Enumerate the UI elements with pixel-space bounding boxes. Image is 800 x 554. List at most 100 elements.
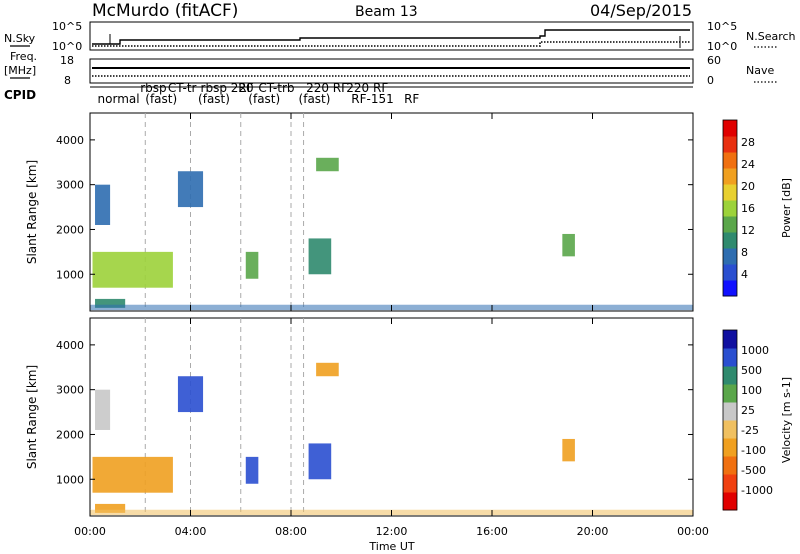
velocity-panel-colorbar-frame [722, 329, 738, 511]
velocity-panel-echo-patch-0 [92, 456, 173, 493]
power-panel-colorbar-cell-4 [723, 216, 737, 233]
cpid-label-5: RF [238, 81, 253, 95]
time-tick-label-6: 00:00 [677, 525, 709, 538]
noise-search-line [92, 41, 690, 47]
velocity-panel-echo-patch-1 [95, 503, 126, 513]
power-panel-colorbar-tick-1: 8 [741, 246, 748, 259]
cpid-label-2: CT-tr [168, 81, 197, 95]
velocity-panel-colorbar-cell-4 [723, 420, 737, 439]
time-axis-label: Time UT [368, 540, 414, 553]
velocity-panel-colorbar-cell-6 [723, 384, 737, 403]
noise-tick-left-top: 10^5 [52, 20, 82, 33]
velocity-panel-colorbar: 1000 500 100 25 -25 -100 -500 -1000 Velocity [m … [722, 329, 793, 511]
power-panel-colorbar-cell-7 [723, 168, 737, 185]
power-panel-colorbar-cell-5 [723, 200, 737, 217]
power-panel-ytick-label-3: 4000 [56, 134, 84, 147]
velocity-panel-colorbar-tick-0: 1000 [741, 344, 769, 357]
power-panel-ylabel: Slant Range [km] [25, 160, 39, 264]
cpid-label-8: (fast) [248, 92, 280, 106]
time-tick-label-0: 00:00 [74, 525, 106, 538]
cpid-label-11: (fast) [299, 92, 331, 106]
power-panel-colorbar-cell-2 [723, 248, 737, 265]
power-panel-ytick-label-0: 1000 [56, 268, 84, 281]
time-tick-label-5: 20:00 [577, 525, 609, 538]
power-panel-colorbar-label: Power [dB] [780, 178, 793, 238]
power-panel-colorbar-tick-3: 16 [741, 202, 755, 215]
velocity-panel-colorbar-cell-3 [723, 438, 737, 457]
freq-label-1: Freq. [10, 50, 37, 63]
beam-title: Beam 13 [355, 4, 418, 20]
power-panel-frame [89, 112, 694, 312]
power-panel-echo-patch-4 [245, 251, 259, 279]
power-panel-echo-patch-3 [177, 171, 204, 208]
velocity-panel-echo-patch-2 [95, 389, 111, 430]
power-panel: 1000 2000 3000 4000 Slant Range [km] [25, 112, 694, 312]
power-panel-colorbar-tick-0: 4 [741, 268, 748, 281]
velocity-panel-colorbar-cell-9 [723, 330, 737, 349]
velocity-panel-colorbar-cell-8 [723, 348, 737, 367]
data-panels: 1000 2000 3000 4000 Slant Range [km] 1000 2000… [25, 112, 694, 517]
velocity-panel-echo-patch-5 [308, 443, 332, 480]
velocity-panel-colorbar-cell-5 [723, 402, 737, 421]
velocity-panel-ytick-label-1: 2000 [56, 428, 84, 441]
velocity-panel-ylabel: Slant Range [km] [25, 365, 39, 469]
freq-label-2: [MHz] [4, 64, 36, 77]
noise-panel-frame [89, 21, 694, 51]
power-panel-colorbar-tick-5: 24 [741, 158, 755, 171]
nsearch-label: N.Search [746, 30, 796, 43]
power-panel-echo-patch-5 [308, 238, 332, 275]
velocity-panel-colorbar-tick-6: -500 [741, 464, 766, 477]
velocity-panel-colorbar-label: Velocity [m s-1] [780, 377, 793, 463]
power-panel-colorbar-tick-4: 20 [741, 180, 755, 193]
power-panel-echo-patch-0 [92, 251, 173, 288]
power-panel-echo-patch-7 [562, 233, 575, 257]
velocity-panel-colorbar-tick-1: 500 [741, 364, 762, 377]
cpid-label-9: 220 RF [306, 81, 348, 95]
freq-panel: 18 8 60 0 [60, 54, 721, 87]
power-panel-colorbar-cell-8 [723, 152, 737, 169]
power-panel-colorbar-tick-6: 28 [741, 136, 755, 149]
cpid-label-13: RF [404, 92, 419, 106]
velocity-panel-echo-patch-7 [562, 438, 575, 462]
noise-tick-left-bottom: 10^0 [52, 40, 82, 53]
time-tick-label-4: 16:00 [476, 525, 508, 538]
power-panel-colorbar-cell-0 [723, 280, 737, 297]
power-panel-echo-patch-1 [95, 298, 126, 308]
velocity-panel-ytick-label-2: 3000 [56, 384, 84, 397]
time-tick-label-2: 08:00 [275, 525, 307, 538]
nsky-label: N.Sky [4, 32, 36, 45]
freq-panel-frame [89, 58, 694, 84]
freq-tick-left-top: 18 [60, 54, 74, 67]
velocity-panel-colorbar-cell-1 [723, 474, 737, 493]
noise-tick-right-top: 10^5 [707, 20, 737, 33]
velocity-panel-colorbar-tick-7: -1000 [741, 484, 773, 497]
velocity-panel-echo-patch-4 [245, 456, 259, 484]
noise-panel: 10^5 10^0 10^5 10^0 [52, 20, 737, 53]
velocity-panel-echo-patch-6 [316, 362, 339, 377]
noise-tick-right-bottom: 10^0 [707, 40, 737, 53]
station-title: McMurdo (fitACF) [92, 1, 238, 21]
power-panel-colorbar: 4 8 12 16 20 24 28 Power [dB] [722, 119, 793, 297]
power-panel-ytick-label-2: 3000 [56, 179, 84, 192]
cpid-label-0: normal [98, 92, 140, 106]
velocity-panel-colorbar-tick-5: -100 [741, 444, 766, 457]
velocity-panel-colorbar-cell-0 [723, 492, 737, 511]
freq-tick-right-bottom: 0 [707, 74, 714, 87]
power-panel-colorbar-cell-3 [723, 232, 737, 249]
velocity-panel-frame [89, 317, 694, 517]
cpid-label-7: (fast) [198, 92, 230, 106]
velocity-panel-colorbar-cell-2 [723, 456, 737, 475]
power-panel-colorbar-cell-1 [723, 264, 737, 281]
power-panel-echo-patch-2 [95, 184, 111, 225]
velocity-panel-colorbar-tick-2: 100 [741, 384, 762, 397]
velocity-panel-colorbar-tick-3: 25 [741, 404, 755, 417]
velocity-panel-ytick-label-0: 1000 [56, 473, 84, 486]
power-panel-ytick-label-1: 2000 [56, 223, 84, 236]
date-title: 04/Sep/2015 [590, 1, 692, 20]
time-tick-label-1: 04:00 [175, 525, 207, 538]
velocity-panel: 1000 2000 3000 4000 Slant Range [km] [25, 317, 694, 517]
power-panel-colorbar-tick-2: 12 [741, 224, 755, 237]
